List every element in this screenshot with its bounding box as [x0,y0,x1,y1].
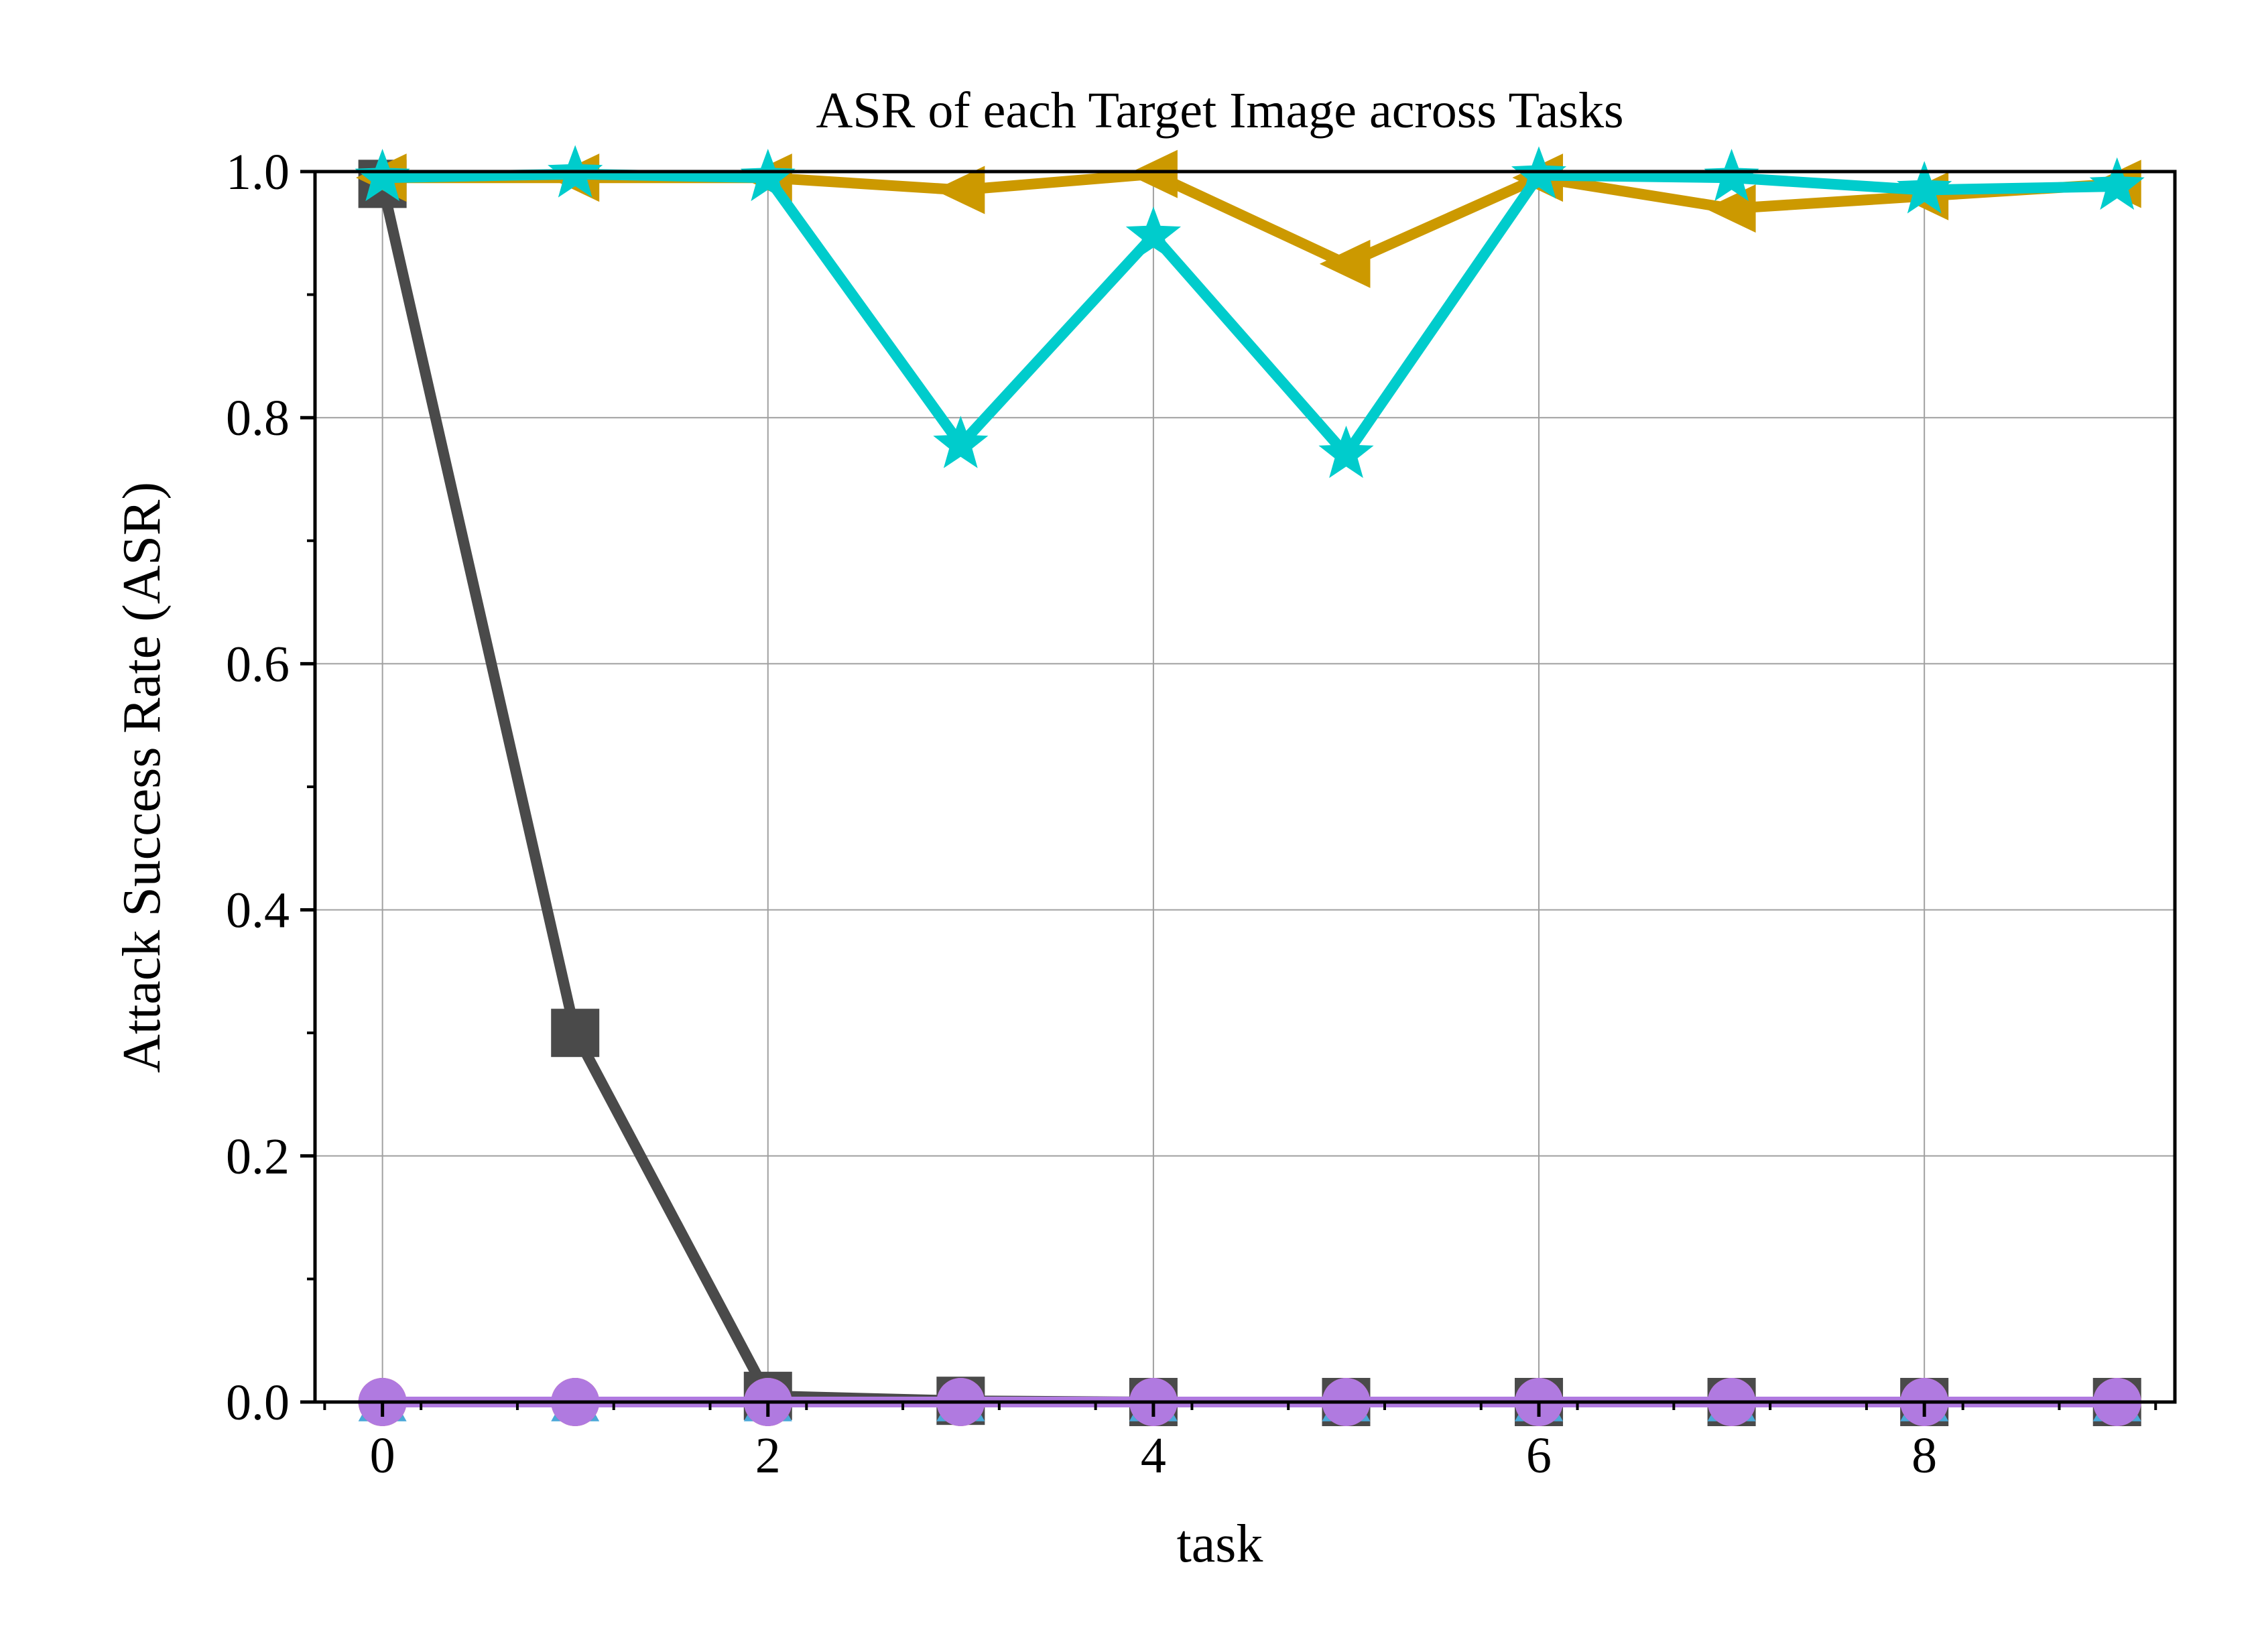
chart-title: ASR of each Target Image across Tasks [816,82,1623,139]
y-tick-label: 0.6 [226,636,290,692]
data-point [1318,426,1374,479]
data-point [551,1009,600,1058]
grid-lines [315,171,2175,1403]
data-point [740,149,796,202]
series-line [382,168,2117,464]
data-point [1127,149,1178,198]
data-point [1897,161,1952,214]
y-tick-label: 0.8 [226,390,290,446]
data-point [1705,184,1756,233]
y-tick-label: 1.0 [226,144,290,200]
x-tick-label: 4 [1141,1427,1166,1484]
x-tick-label: 2 [755,1427,781,1484]
series-line [377,182,2117,1407]
data-point [933,416,989,468]
plot-frame [313,170,2177,1404]
data-point [1125,206,1181,259]
data-point [355,149,410,202]
axis-ticks: 0 2 4 6 8 0.0 0.2 0.4 0.6 0.8 1.0 [226,144,2157,1484]
series-layer [355,145,2145,1426]
data-point [1704,149,1759,202]
y-tick-label: 0.2 [226,1129,290,1185]
y-tick-label: 0.0 [226,1375,290,1431]
x-axis-label: task [1177,1515,1263,1574]
x-tick-label: 0 [370,1427,395,1484]
data-point [2089,157,2145,210]
x-tick-label: 8 [1911,1427,1937,1484]
y-tick-label: 0.4 [226,883,290,939]
x-tick-label: 6 [1526,1427,1552,1484]
data-point [1319,239,1371,288]
data-point [934,166,985,214]
y-axis-label: Attack Success Rate (ASR) [113,482,172,1073]
